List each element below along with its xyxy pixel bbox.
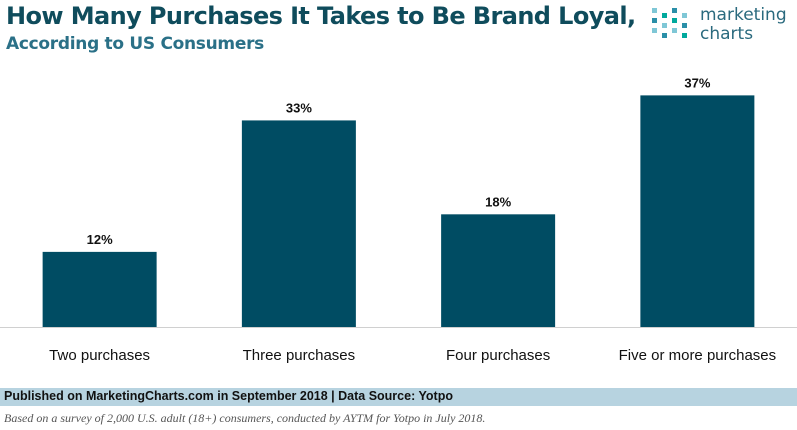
logo-line-2: charts — [700, 24, 754, 44]
bar-value-label: 18% — [485, 194, 511, 209]
source-band: Published on MarketingCharts.com in Sept… — [0, 388, 797, 406]
bar — [640, 95, 755, 327]
chart-title: How Many Purchases It Takes to Be Brand … — [6, 2, 636, 30]
bar-value-label: 33% — [286, 100, 312, 115]
marketingcharts-logo: marketing charts — [650, 6, 790, 44]
bar — [241, 120, 356, 327]
bar-value-label: 37% — [684, 75, 710, 90]
chart-subtitle: According to US Consumers — [6, 34, 264, 54]
bar-chart: 12% Two purchases 33% Three purchases 18% Fou… — [0, 75, 797, 364]
category-label: Four purchases — [446, 347, 550, 364]
bar — [42, 251, 157, 327]
category-label: Five or more purchases — [619, 347, 777, 364]
category-label: Two purchases — [49, 347, 150, 364]
bar — [441, 214, 556, 327]
bar-value-label: 12% — [87, 232, 113, 247]
logo-wordmark: marketing charts — [700, 6, 787, 44]
source-text: Published on MarketingCharts.com in Sept… — [4, 389, 453, 403]
logo-line-1: marketing — [700, 5, 787, 25]
category-label: Three purchases — [243, 347, 356, 364]
methodology-note: Based on a survey of 2,000 U.S. adult (1… — [4, 411, 486, 425]
logo-dots-icon — [652, 8, 687, 38]
